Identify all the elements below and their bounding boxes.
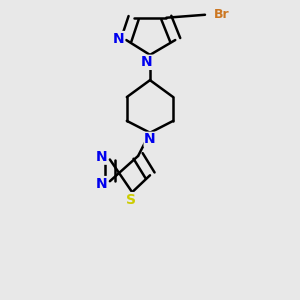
Text: N: N [96, 150, 107, 164]
Text: N: N [113, 32, 124, 46]
Text: N: N [144, 132, 156, 146]
Text: Br: Br [214, 8, 230, 21]
Text: N: N [96, 177, 107, 190]
Text: S: S [126, 193, 136, 207]
Text: N: N [141, 55, 153, 69]
